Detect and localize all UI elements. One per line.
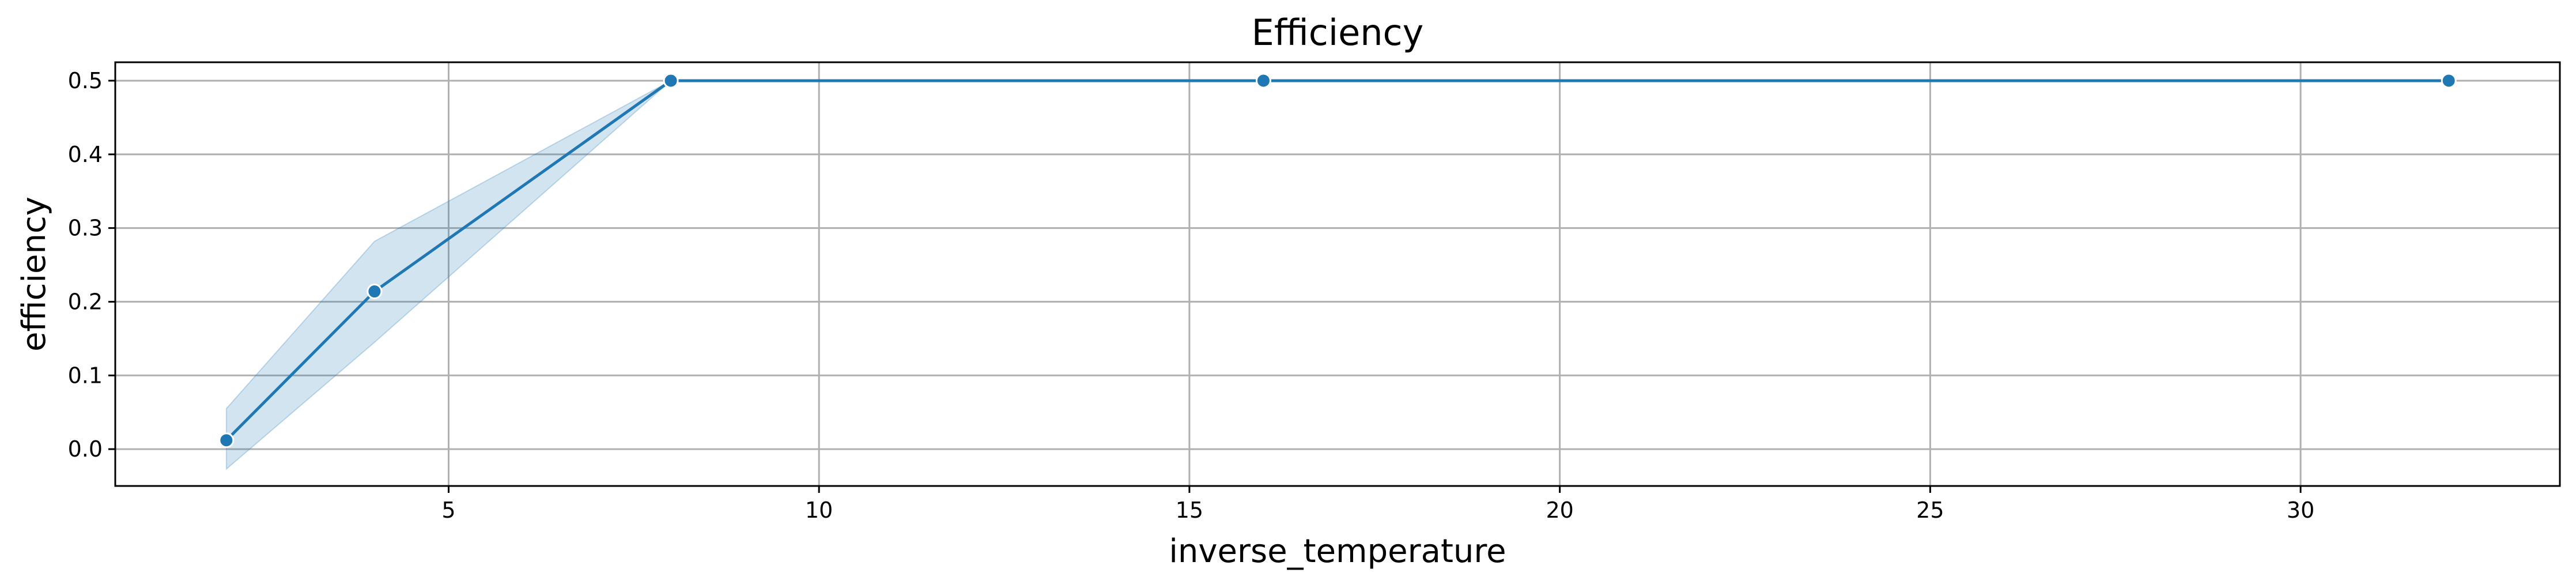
x-tick-label: 20 xyxy=(1546,497,1573,523)
data-point xyxy=(1255,73,1271,89)
x-tick-label: 30 xyxy=(2287,497,2314,523)
data-point xyxy=(218,432,235,448)
data-point xyxy=(367,284,383,300)
x-tick-label: 25 xyxy=(1916,497,1944,523)
x-tick-label: 10 xyxy=(805,497,833,523)
y-tick-label: 0.4 xyxy=(68,142,103,167)
data-point-layer xyxy=(218,73,2457,448)
plot-frame xyxy=(114,61,2561,487)
y-tick-label: 0.5 xyxy=(68,68,103,93)
y-tick-label: 0.2 xyxy=(68,289,103,314)
y-tick-label: 0.1 xyxy=(68,363,103,388)
y-tick-layer: 0.0 0.1 0.2 0.3 0.4 0.5 xyxy=(68,68,115,462)
grid-layer xyxy=(115,62,2560,486)
data-point xyxy=(663,73,679,89)
chart-title: Efficiency xyxy=(1252,12,1424,54)
y-axis-label: efficiency xyxy=(16,197,53,352)
x-tick-label: 5 xyxy=(441,497,455,523)
x-tick-layer: 5 10 15 20 25 30 xyxy=(441,486,2314,523)
data-point xyxy=(2441,73,2457,89)
y-tick-label: 0.0 xyxy=(68,436,103,462)
y-tick-label: 0.3 xyxy=(68,216,103,241)
x-axis-label: inverse_temperature xyxy=(1169,533,1506,570)
x-tick-label: 15 xyxy=(1176,497,1203,523)
